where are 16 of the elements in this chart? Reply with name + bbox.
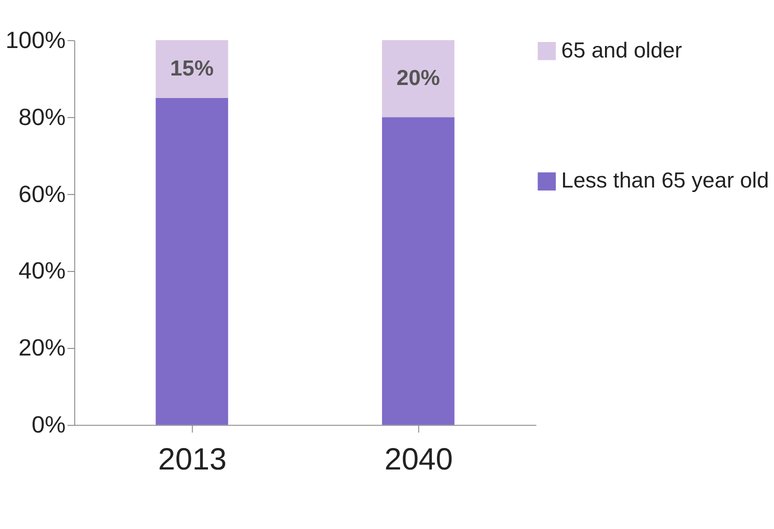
y-tick-label: 100% [5, 26, 66, 53]
data-label: 15% [170, 55, 214, 80]
y-tick-label: 80% [18, 104, 66, 130]
data-label: 20% [396, 64, 440, 90]
bar [156, 40, 228, 98]
bar [382, 40, 454, 118]
y-tick-label: 40% [18, 258, 66, 284]
y-tick-label: 60% [18, 180, 66, 207]
legend-label: Less than 65 year old [561, 168, 769, 193]
bar [382, 117, 454, 425]
legend-label: 65 and older [561, 37, 682, 62]
y-tick-label: 20% [18, 334, 66, 361]
x-tick-label: 2040 [384, 442, 453, 477]
x-tick-label: 2013 [158, 442, 227, 477]
y-tick-label: 0% [32, 412, 66, 438]
bar [156, 98, 228, 425]
